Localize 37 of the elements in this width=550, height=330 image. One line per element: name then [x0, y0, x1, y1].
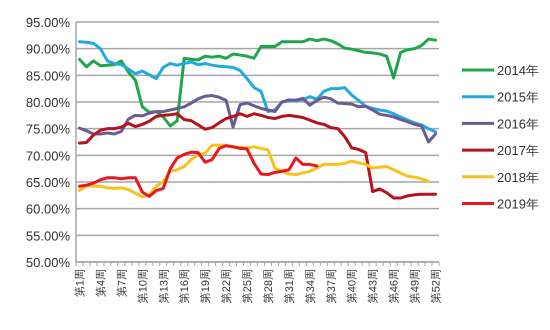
- line-series: [78, 94, 438, 144]
- line-series: [78, 144, 318, 198]
- x-tick-label: 第4周: [95, 269, 108, 298]
- x-tick-label: 第7周: [116, 269, 128, 298]
- x-tick-label: 第34周: [304, 269, 317, 304]
- y-tick-label: 55.00%: [26, 228, 70, 244]
- legend-label: 2019年: [497, 196, 539, 212]
- legend-label: 2016年: [497, 116, 539, 132]
- y-tick-label: 50.00%: [26, 255, 70, 270]
- x-tick-label: 第46周: [388, 269, 401, 304]
- x-tick-label: 第40周: [346, 269, 359, 304]
- x-tick-label: 第25周: [242, 269, 254, 304]
- x-tick-label: 第19周: [200, 269, 212, 304]
- x-tick-label: 第16周: [179, 269, 192, 304]
- y-tick-label: 65.00%: [26, 175, 70, 190]
- y-tick-label: 75.00%: [26, 122, 70, 137]
- x-tick-label: 第43周: [368, 269, 380, 304]
- line-series: [78, 112, 438, 200]
- y-tick-label: 95.00%: [26, 15, 70, 30]
- legend-label: 2015年: [497, 90, 539, 105]
- x-tick-label: 第10周: [137, 269, 150, 304]
- y-tick-label: 90.00%: [26, 42, 70, 57]
- y-tick-label: 85.00%: [26, 68, 70, 84]
- y-tick-label: 60.00%: [26, 202, 70, 217]
- x-tick-label: 第49周: [410, 269, 422, 304]
- y-tick-label: 80.00%: [26, 95, 70, 110]
- x-tick-label: 第28周: [262, 269, 275, 304]
- x-tick-label: 第37周: [326, 269, 338, 304]
- x-tick-label: 第13周: [158, 269, 170, 304]
- y-tick-label: 70.00%: [26, 148, 70, 164]
- legend-label: 2014年: [497, 63, 539, 78]
- legend-label: 2017年: [497, 143, 539, 158]
- x-tick-label: 第22周: [221, 269, 234, 304]
- x-tick-label: 第31周: [284, 269, 296, 304]
- legend-label: 2018年: [497, 170, 539, 185]
- x-tick-label: 第52周: [430, 269, 443, 304]
- x-tick-label: 第1周: [74, 269, 86, 298]
